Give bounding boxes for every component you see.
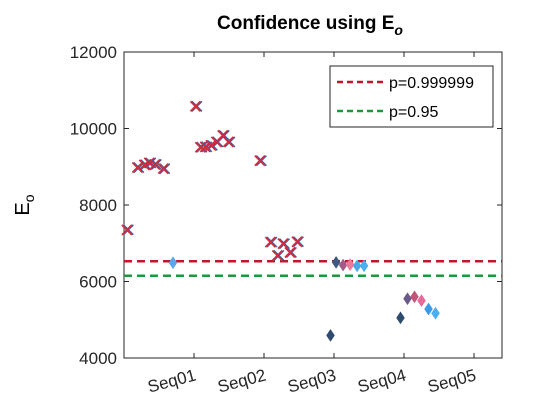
x-tick-label: Seq04 [356, 366, 408, 397]
data-point-diamond [352, 259, 362, 273]
data-point-cross [149, 158, 162, 171]
data-point-cross [222, 136, 236, 148]
data-point-cross [131, 161, 145, 174]
legend: p=0.999999 p=0.95 [329, 65, 494, 128]
x-tick-label: Seq03 [286, 366, 338, 397]
y-tick-label: 6000 [79, 273, 117, 292]
data-point-cross [291, 236, 304, 248]
data-point-cross [157, 163, 171, 175]
legend-label-p-0-999999: p=0.999999 [389, 75, 474, 92]
legend-label-p-0-95: p=0.95 [389, 104, 438, 121]
data-point-diamond [424, 302, 433, 316]
y-tick-label: 10000 [70, 120, 117, 139]
data-point-diamond [168, 256, 178, 270]
legend-box [329, 65, 494, 128]
data-point-cross [264, 236, 278, 248]
data-point-diamond [417, 294, 426, 308]
data-point-diamond [331, 255, 341, 269]
x-tick-label: Seq01 [146, 366, 198, 397]
data-point-diamond [338, 258, 348, 272]
x-tick-label: Seq02 [216, 366, 268, 397]
data-point-cross [271, 249, 285, 262]
data-point-diamond [403, 292, 412, 306]
data-point-diamond [359, 259, 369, 273]
y-tick-label: 8000 [79, 196, 117, 215]
data-point-diamond [326, 328, 335, 342]
data-point-diamond [345, 258, 355, 272]
data-point-cross [277, 237, 290, 250]
data-point-cross [284, 246, 297, 259]
data-point-cross [189, 100, 203, 112]
data-point-diamond [431, 306, 440, 320]
data-point-diamond [396, 311, 405, 325]
data-point-cross [121, 224, 134, 236]
y-tick-label: 12000 [70, 43, 117, 62]
y-axis-label: Eo [12, 194, 37, 215]
y-tick-label: 4000 [79, 349, 117, 368]
data-point-diamond [410, 290, 419, 304]
x-tick-label: Seq05 [426, 366, 478, 397]
data-point-cross [254, 154, 267, 167]
chart-title: Confidence using Eo [217, 13, 403, 38]
